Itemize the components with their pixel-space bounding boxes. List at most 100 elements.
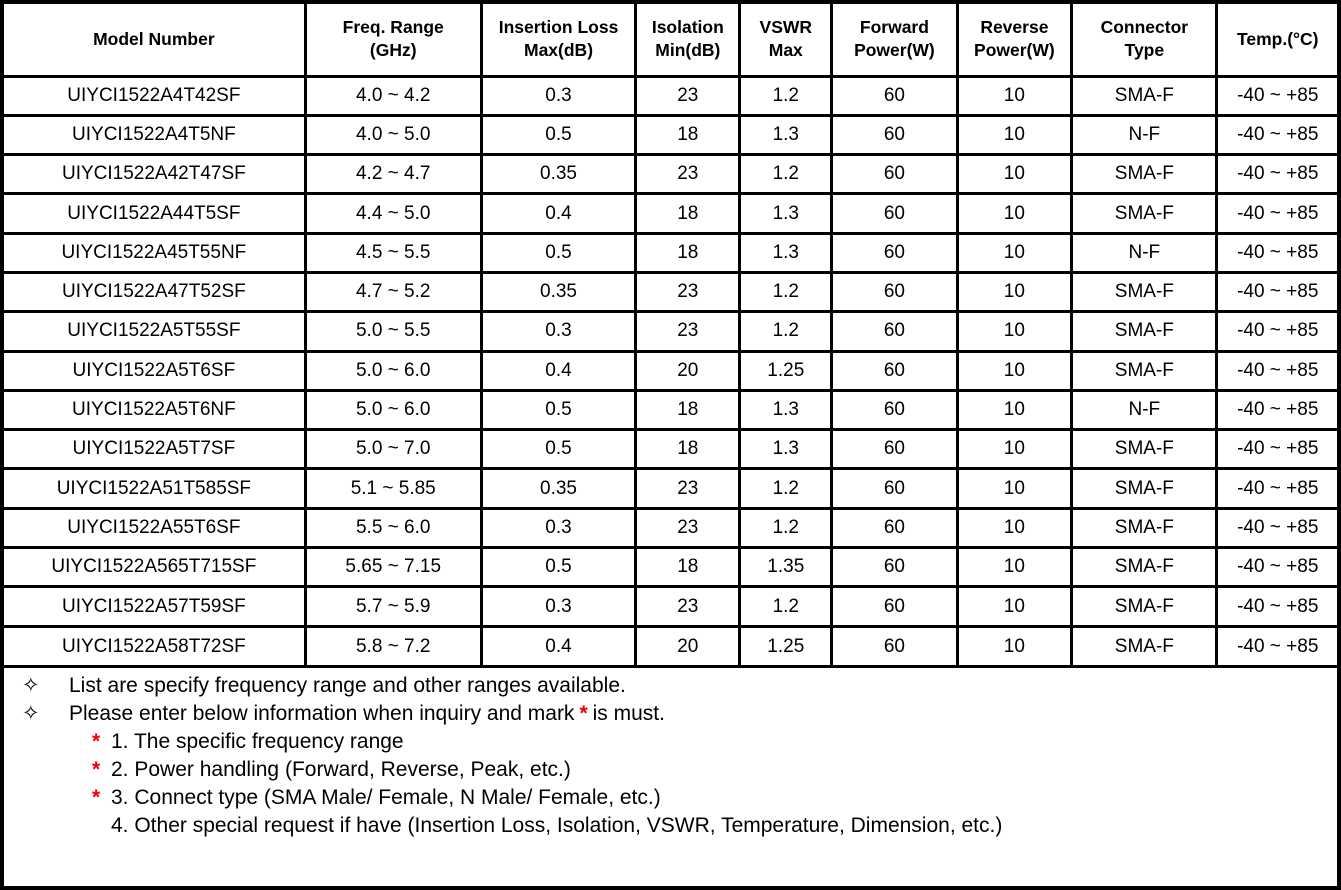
cell-connector-type: SMA-F xyxy=(1070,349,1219,392)
cell-temp: -40 ~ +85 xyxy=(1215,546,1337,589)
cell-reverse-power: 10 xyxy=(955,585,1074,628)
cell-vswr: 1.2 xyxy=(738,585,834,628)
cell-vswr: 1.3 xyxy=(738,113,834,157)
cell-isolation: 23 xyxy=(634,74,742,117)
cell-forward-power: 60 xyxy=(830,388,959,432)
cell-connector-type: SMA-F xyxy=(1070,270,1219,314)
column-header-insertion-loss: Insertion Loss Max(dB) xyxy=(479,4,638,78)
table-row: UIYCI1522A565T715SF 5.65 ~ 7.15 0.5 18 1.35 6… xyxy=(4,546,1337,589)
header-line: Reverse xyxy=(980,17,1049,38)
header-line: Power(W) xyxy=(974,40,1055,61)
cell-isolation: 18 xyxy=(634,428,742,471)
cell-connector-type: N-F xyxy=(1070,113,1219,157)
table-header-row: Model Number Freq. Range (GHz) Insertion Lo… xyxy=(4,4,1337,78)
cell-isolation: 23 xyxy=(634,467,742,510)
cell-forward-power: 60 xyxy=(830,270,959,314)
cell-temp: -40 ~ +85 xyxy=(1215,506,1337,550)
cell-forward-power: 60 xyxy=(830,192,959,235)
cell-temp: -40 ~ +85 xyxy=(1215,192,1337,235)
table-row: UIYCI1522A47T52SF 4.7 ~ 5.2 0.35 23 1.2 60 10 S… xyxy=(4,270,1337,314)
cell-vswr: 1.2 xyxy=(738,74,834,117)
header-line: Connector xyxy=(1100,17,1189,38)
cell-connector-type: SMA-F xyxy=(1070,153,1219,196)
note-item-2: * 2. Power handling (Forward, Reverse, P… xyxy=(14,756,1329,784)
cell-forward-power: 60 xyxy=(830,585,959,628)
cell-model-number: UIYCI1522A565T715SF xyxy=(4,546,307,589)
required-asterisk: * xyxy=(92,786,101,810)
cell-freq-range: 4.0 ~ 4.2 xyxy=(303,74,483,117)
note-item-1: * 1. The specific frequency range xyxy=(14,728,1329,756)
cell-reverse-power: 10 xyxy=(955,388,1074,432)
cell-reverse-power: 10 xyxy=(955,74,1074,117)
note-text: Please enter below information when inqu… xyxy=(69,702,575,726)
header-line: Max(dB) xyxy=(524,40,594,61)
column-header-connector-type: Connector Type xyxy=(1070,4,1219,78)
cell-isolation: 23 xyxy=(634,310,742,353)
cell-model-number: UIYCI1522A44T5SF xyxy=(4,192,307,235)
cell-freq-range: 5.1 ~ 5.85 xyxy=(303,467,483,510)
cell-vswr: 1.35 xyxy=(738,546,834,589)
cell-temp: -40 ~ +85 xyxy=(1215,153,1337,196)
cell-isolation: 23 xyxy=(634,270,742,314)
cell-vswr: 1.25 xyxy=(738,349,834,392)
cell-temp: -40 ~ +85 xyxy=(1215,310,1337,353)
cell-insertion-loss: 0.35 xyxy=(479,153,638,196)
table-row: UIYCI1522A57T59SF 5.7 ~ 5.9 0.3 23 1.2 60 10 SM… xyxy=(4,585,1337,628)
column-header-model-number: Model Number xyxy=(4,4,307,78)
cell-vswr: 1.2 xyxy=(738,310,834,353)
cell-freq-range: 5.0 ~ 6.0 xyxy=(303,349,483,392)
cell-insertion-loss: 0.5 xyxy=(479,428,638,471)
cell-vswr: 1.2 xyxy=(738,270,834,314)
cell-isolation: 18 xyxy=(634,113,742,157)
cell-reverse-power: 10 xyxy=(955,467,1074,510)
note-text: 4. Other special request if have (Insert… xyxy=(111,814,1003,838)
cell-reverse-power: 10 xyxy=(955,310,1074,353)
cell-model-number: UIYCI1522A55T6SF xyxy=(4,506,307,550)
table-row: UIYCI1522A4T5NF 4.0 ~ 5.0 0.5 18 1.3 60 10 N-F -… xyxy=(4,113,1337,157)
cell-isolation: 23 xyxy=(634,585,742,628)
cell-model-number: UIYCI1522A4T42SF xyxy=(4,74,307,117)
cell-insertion-loss: 0.5 xyxy=(479,231,638,274)
note-text: is must. xyxy=(592,702,665,726)
cell-freq-range: 4.7 ~ 5.2 xyxy=(303,270,483,314)
cell-vswr: 1.25 xyxy=(738,624,834,667)
cell-model-number: UIYCI1522A47T52SF xyxy=(4,270,307,314)
cell-model-number: UIYCI1522A58T72SF xyxy=(4,624,307,667)
cell-temp: -40 ~ +85 xyxy=(1215,270,1337,314)
cell-model-number: UIYCI1522A45T55NF xyxy=(4,231,307,274)
cell-forward-power: 60 xyxy=(830,349,959,392)
table-row: UIYCI1522A4T42SF 4.0 ~ 4.2 0.3 23 1.2 60 10 SMA… xyxy=(4,74,1337,117)
cell-isolation: 18 xyxy=(634,388,742,432)
cell-insertion-loss: 0.5 xyxy=(479,113,638,157)
cell-forward-power: 60 xyxy=(830,74,959,117)
cell-reverse-power: 10 xyxy=(955,506,1074,550)
cell-insertion-loss: 0.35 xyxy=(479,270,638,314)
cell-insertion-loss: 0.4 xyxy=(479,349,638,392)
cell-freq-range: 5.5 ~ 6.0 xyxy=(303,506,483,550)
cell-freq-range: 5.8 ~ 7.2 xyxy=(303,624,483,667)
cell-insertion-loss: 0.5 xyxy=(479,388,638,432)
cell-temp: -40 ~ +85 xyxy=(1215,349,1337,392)
header-line: Type xyxy=(1124,40,1165,61)
column-header-isolation: Isolation Min(dB) xyxy=(634,4,742,78)
cell-connector-type: SMA-F xyxy=(1070,428,1219,471)
cell-vswr: 1.2 xyxy=(738,467,834,510)
cell-vswr: 1.2 xyxy=(738,153,834,196)
cell-connector-type: SMA-F xyxy=(1070,624,1219,667)
cell-connector-type: SMA-F xyxy=(1070,506,1219,550)
cell-forward-power: 60 xyxy=(830,153,959,196)
cell-reverse-power: 10 xyxy=(955,546,1074,589)
cell-temp: -40 ~ +85 xyxy=(1215,113,1337,157)
cell-reverse-power: 10 xyxy=(955,113,1074,157)
table-row: UIYCI1522A58T72SF 5.8 ~ 7.2 0.4 20 1.25 60 10 S… xyxy=(4,624,1337,667)
spec-table-wrapper: Model Number Freq. Range (GHz) Insertion Lo… xyxy=(4,4,1337,669)
cell-freq-range: 4.0 ~ 5.0 xyxy=(303,113,483,157)
cell-vswr: 1.2 xyxy=(738,506,834,550)
cell-insertion-loss: 0.3 xyxy=(479,310,638,353)
table-row: UIYCI1522A5T6SF 5.0 ~ 6.0 0.4 20 1.25 60 10 SMA… xyxy=(4,349,1337,392)
note-text: List are specify frequency range and oth… xyxy=(69,674,626,698)
cell-isolation: 18 xyxy=(634,231,742,274)
note-text: 2. Power handling (Forward, Reverse, Pea… xyxy=(111,758,571,782)
header-line: Power(W) xyxy=(854,40,935,61)
